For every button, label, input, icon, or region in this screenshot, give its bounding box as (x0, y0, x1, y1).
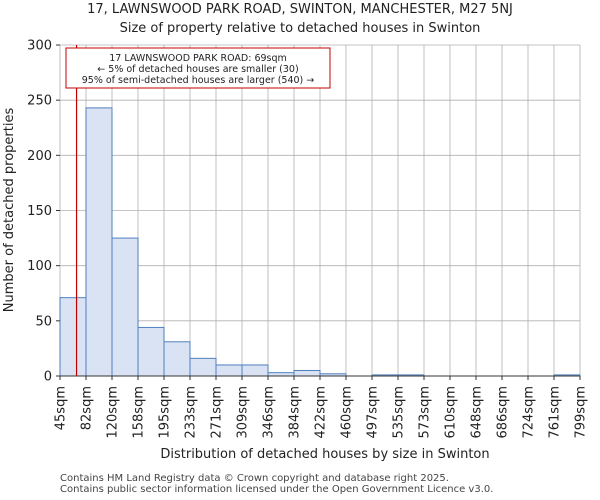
y-tick-label: 0 (44, 370, 52, 385)
bar (293, 369, 321, 377)
y-tick-label: 150 (27, 204, 52, 219)
y-tick-label: 250 (27, 94, 52, 109)
bar (189, 357, 217, 377)
y-axis-label: Number of detached properties (2, 108, 17, 313)
x-tick-label: 761sqm (548, 386, 563, 439)
x-tick-label: 120sqm (106, 386, 121, 439)
x-tick-label: 158sqm (132, 386, 147, 439)
x-tick-label: 346sqm (262, 386, 277, 439)
y-tick-label: 50 (35, 314, 52, 329)
x-tick-label: 45sqm (54, 386, 69, 430)
x-tick-label: 309sqm (236, 386, 251, 439)
annotation-line-3: 95% of semi-detached houses are larger (… (82, 75, 315, 86)
x-tick-label: 422sqm (314, 386, 329, 439)
x-tick-label: 724sqm (522, 386, 537, 439)
footer-line-1: Contains HM Land Registry data © Crown c… (60, 473, 449, 484)
annotation-frame (65, 47, 331, 89)
footer-line-2: Contains public sector information licen… (60, 484, 494, 495)
x-tick-label: 497sqm (366, 386, 381, 439)
x-axis-ticks: 45sqm 82sqm 120sqm 158sqm 195sqm 233sqm 271sqm… (54, 376, 589, 439)
x-tick-label: 648sqm (470, 386, 485, 439)
x-tick-label: 535sqm (392, 386, 407, 439)
x-axis-label: Distribution of detached houses by size … (160, 447, 489, 462)
annotation-line-2: ← 5% of detached houses are smaller (30) (97, 64, 298, 75)
grid (59, 44, 581, 377)
x-tick-label: 233sqm (184, 386, 199, 439)
annotation-line-1: 17 LAWNSWOOD PARK ROAD: 69sqm (109, 53, 287, 64)
x-tick-label: 686sqm (496, 386, 511, 439)
bar (241, 364, 269, 377)
x-tick-label: 610sqm (444, 386, 459, 439)
x-tick-label: 82sqm (80, 386, 95, 430)
y-tick-label: 200 (27, 149, 52, 164)
y-tick-label: 300 (27, 39, 52, 54)
y-tick-label: 100 (27, 259, 52, 274)
x-tick-label: 799sqm (574, 386, 589, 439)
chart-title: 17, LAWNSWOOD PARK ROAD, SWINTON, MANCHE… (87, 2, 513, 17)
bars (59, 107, 581, 377)
x-tick-label: 460sqm (340, 386, 355, 439)
chart-subtitle: Size of property relative to detached ho… (120, 21, 481, 36)
bar (85, 107, 113, 377)
x-tick-label: 195sqm (158, 386, 173, 439)
x-tick-label: 384sqm (288, 386, 303, 439)
y-axis-ticks: 0 50 100 150 200 250 300 (27, 39, 60, 385)
x-tick-label: 573sqm (418, 386, 433, 439)
bar (111, 237, 139, 377)
bar (59, 297, 87, 377)
annotation-box: 17 LAWNSWOOD PARK ROAD: 69sqm ← 5% of de… (65, 47, 331, 89)
bar (163, 341, 191, 377)
x-tick-label: 271sqm (210, 386, 225, 439)
bar (215, 364, 243, 377)
bar (137, 326, 165, 377)
